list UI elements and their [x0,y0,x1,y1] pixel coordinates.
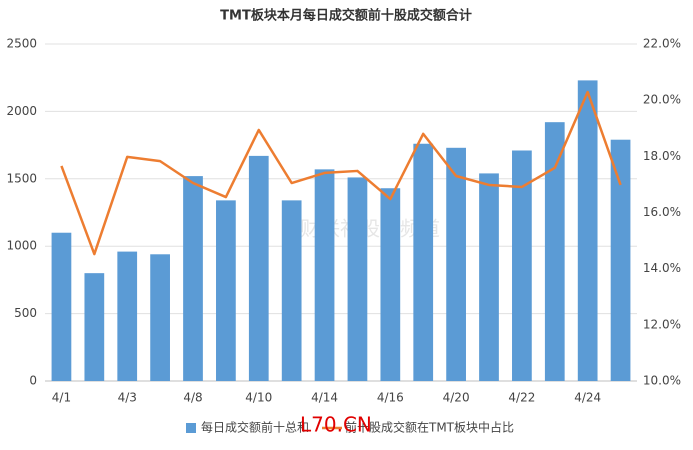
y2-tick-label: 12.0% [643,317,681,331]
bar [610,139,631,381]
bar [314,169,335,381]
legend-label: 每日成交额前十总和 [201,420,309,435]
bar [446,147,466,381]
bar [479,173,499,381]
x-tick-label: 4/20 [443,391,470,405]
y2-tick-label: 20.0% [643,93,681,107]
bar [84,273,105,381]
bar [150,254,170,381]
x-tick-label: 4/1 [52,391,71,405]
y-tick-label: 1500 [6,171,37,185]
bar [51,232,72,381]
y-tick-label: 1000 [6,239,37,253]
x-tick-label: 4/24 [574,391,601,405]
bar [380,188,401,381]
y-tick-label: 500 [14,306,37,320]
bar [512,150,532,381]
y2-tick-label: 10.0% [643,374,681,388]
watermark-2: L70.CN [300,413,372,437]
line [60,90,622,256]
y2-tick-label: 22.0% [643,37,681,51]
legend-label: 前十股成交额在TMT板块中占比 [345,420,514,435]
y-tick-label: 2500 [6,37,37,51]
bar [216,200,236,381]
y-tick-label: 2000 [6,104,37,118]
bar [413,143,434,381]
y2-tick-label: 14.0% [643,261,681,275]
x-tick-label: 4/3 [118,391,137,405]
chart-title: TMT板块本月每日成交额前十股成交额合计 [220,8,472,24]
bar [248,155,269,381]
x-tick-label: 4/22 [508,391,535,405]
x-tick-label: 4/8 [183,391,202,405]
bar [544,122,565,382]
x-tick-label: 4/10 [245,391,272,405]
bar [117,251,138,381]
bar [281,200,302,381]
y2-tick-label: 16.0% [643,205,681,219]
x-tick-label: 4/14 [311,391,338,405]
bar [347,177,368,381]
y2-tick-label: 18.0% [643,149,681,163]
legend-swatch [186,423,196,433]
bar [183,176,203,381]
y-tick-label: 0 [29,374,37,388]
x-tick-label: 4/16 [377,391,404,405]
bar [577,80,598,382]
